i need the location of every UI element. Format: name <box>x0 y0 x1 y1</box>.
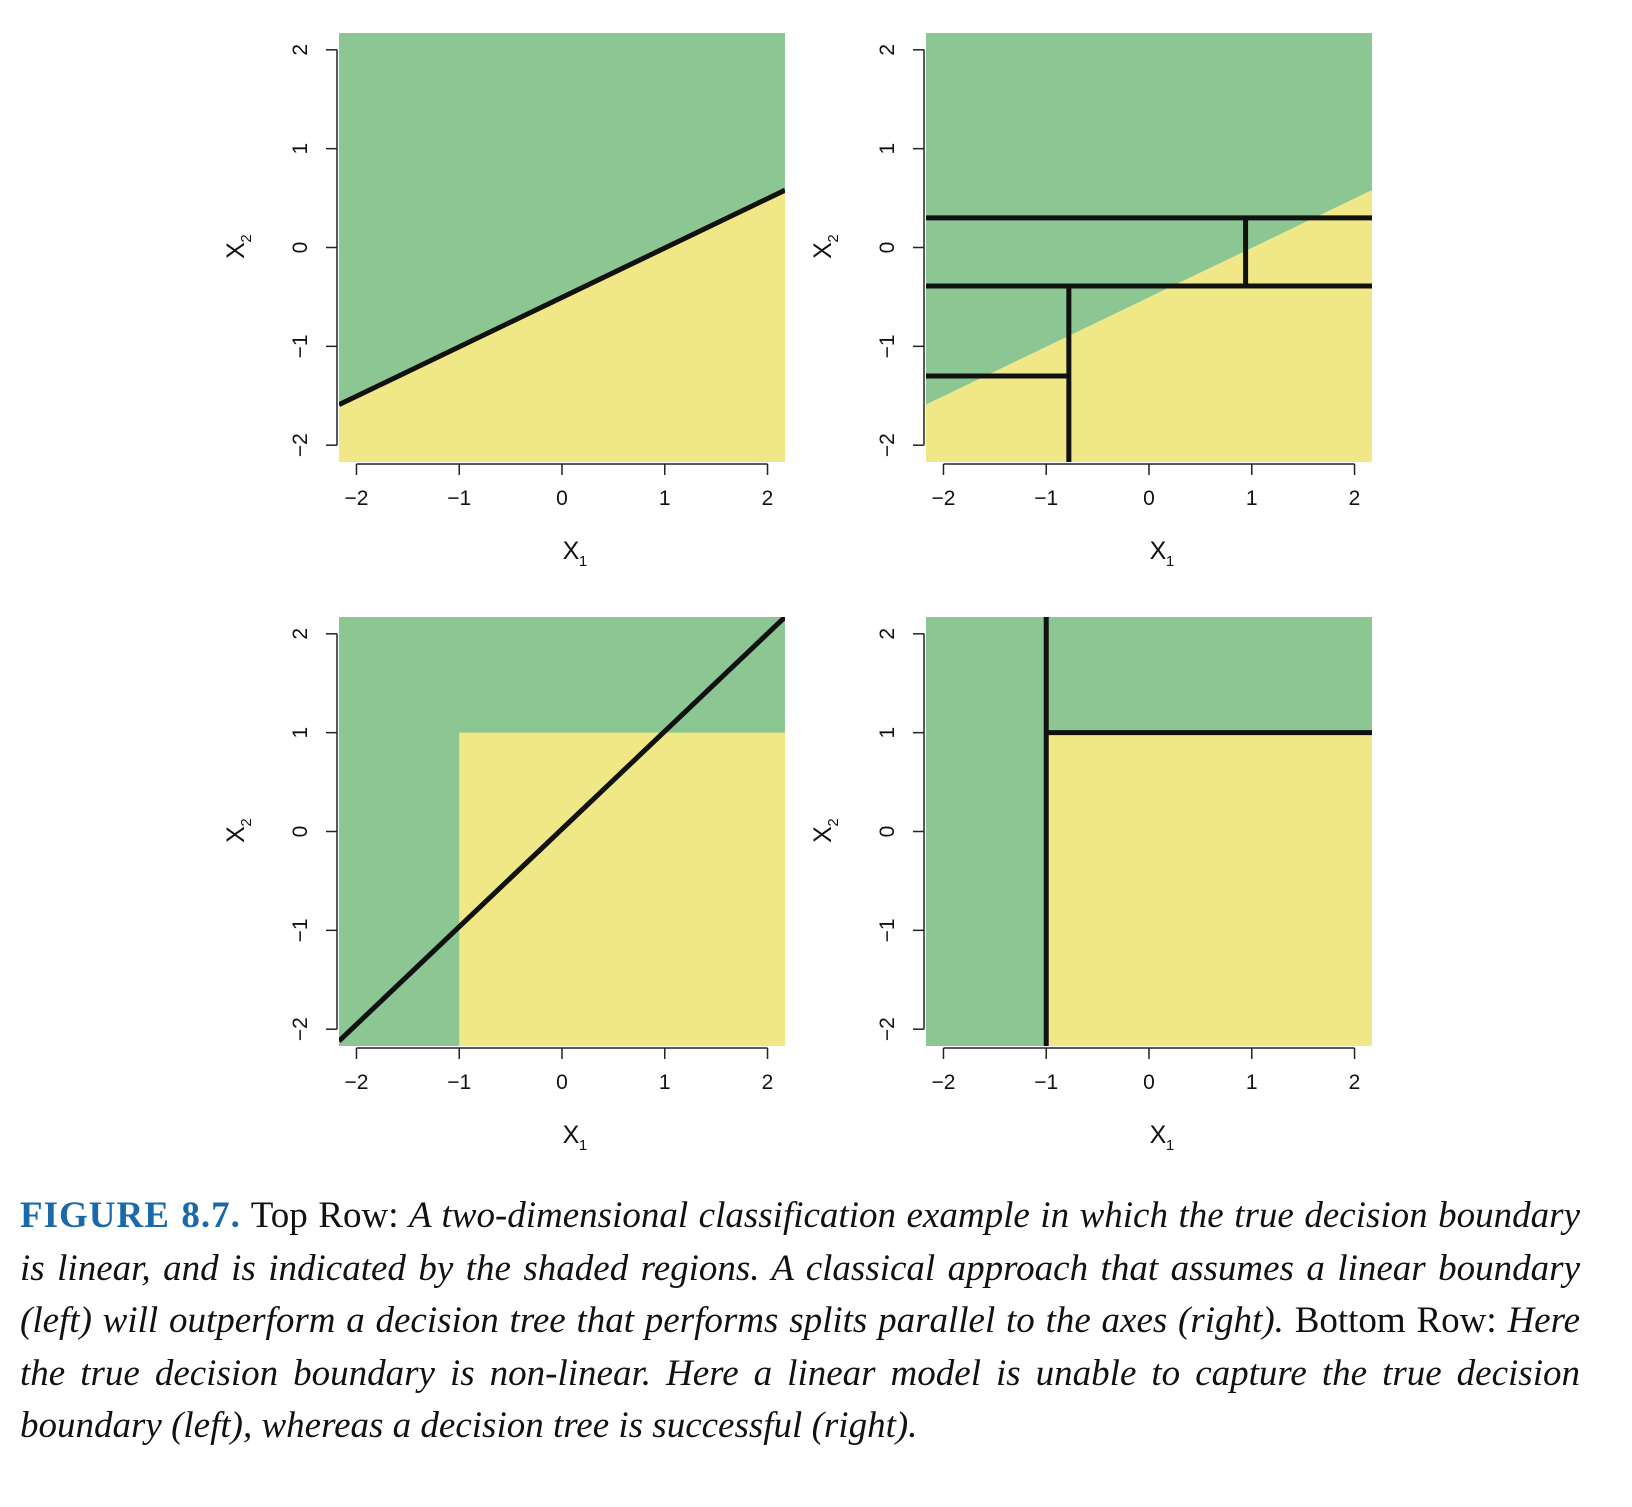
y-tick-label: 1 <box>289 727 312 739</box>
y-axis-label-sub: 2 <box>238 818 255 826</box>
y-tick-label: 1 <box>876 143 899 155</box>
y-axis-label-sub: 2 <box>238 234 255 242</box>
figure-caption: FIGURE 8.7. Top Row: A two-dimensional c… <box>20 1190 1580 1453</box>
figure-label: FIGURE 8.7. <box>20 1195 241 1236</box>
y-axis-label: X <box>222 242 250 259</box>
y-tick-label: 0 <box>289 242 312 254</box>
region-yellow <box>1046 732 1372 1046</box>
x-tick-label: −2 <box>344 1071 368 1094</box>
x-axis-label: X <box>1150 537 1167 565</box>
y-tick-label: 2 <box>876 44 899 56</box>
region-yellow <box>926 190 1372 462</box>
region-green <box>339 33 785 405</box>
x-tick-label: 0 <box>556 1071 568 1094</box>
x-axis-label-sub: 1 <box>579 1137 587 1154</box>
y-axis-label: X <box>222 826 250 843</box>
caption-bottom-row-label: Bottom Row: <box>1294 1300 1497 1341</box>
boundary-line <box>339 187 785 407</box>
y-tick-label: 1 <box>289 143 312 155</box>
x-tick-label: 1 <box>1246 1071 1258 1094</box>
y-tick-label: 0 <box>876 242 899 254</box>
y-tick-label: −1 <box>876 918 899 942</box>
y-tick-label: −1 <box>289 918 312 942</box>
plot-area <box>339 33 785 462</box>
y-tick-label: 2 <box>876 628 899 640</box>
x-tick-label: 1 <box>659 1071 671 1094</box>
y-axis-label: X <box>809 242 837 259</box>
x-axis-label-sub: 1 <box>1166 1137 1174 1154</box>
y-axis-label-sub: 2 <box>825 818 842 826</box>
x-tick-label: −2 <box>931 487 955 510</box>
x-tick-label: −2 <box>344 487 368 510</box>
y-tick-label: 1 <box>876 727 899 739</box>
y-tick-label: 2 <box>289 44 312 56</box>
y-tick-label: −1 <box>876 334 899 358</box>
y-tick-label: −2 <box>289 1017 312 1041</box>
x-tick-label: −1 <box>1034 487 1058 510</box>
x-tick-label: 2 <box>1349 1071 1361 1094</box>
y-tick-label: −2 <box>876 1017 899 1041</box>
region-yellow <box>339 190 785 462</box>
x-tick-label: −1 <box>447 487 471 510</box>
x-axis-label: X <box>563 537 580 565</box>
x-axis-label: X <box>563 1121 580 1149</box>
x-tick-label: 0 <box>1143 1071 1155 1094</box>
plot-area <box>926 617 1372 1046</box>
x-tick-label: 2 <box>762 1071 774 1094</box>
y-tick-label: −1 <box>289 334 312 358</box>
y-tick-label: −2 <box>876 433 899 457</box>
x-tick-label: 1 <box>659 487 671 510</box>
region-yellow <box>459 732 785 1046</box>
y-tick-label: 0 <box>289 826 312 838</box>
x-tick-label: 1 <box>1246 487 1258 510</box>
x-tick-label: 0 <box>1143 487 1155 510</box>
y-tick-label: −2 <box>289 433 312 457</box>
y-tick-label: 2 <box>289 628 312 640</box>
plot-area <box>339 617 785 1046</box>
x-tick-label: −2 <box>931 1071 955 1094</box>
y-axis-label: X <box>809 826 837 843</box>
x-tick-label: 0 <box>556 487 568 510</box>
boundary-line <box>339 617 785 1043</box>
y-axis-label-sub: 2 <box>825 234 842 242</box>
x-tick-label: 2 <box>1349 487 1361 510</box>
plot-area <box>926 33 1372 462</box>
x-tick-label: −1 <box>1034 1071 1058 1094</box>
caption-top-row-text: A two-dimensional classification example… <box>20 1195 1580 1341</box>
caption-top-row-label: Top Row: <box>250 1195 399 1236</box>
x-axis-label-sub: 1 <box>579 553 587 570</box>
x-tick-label: −1 <box>447 1071 471 1094</box>
x-axis-label-sub: 1 <box>1166 553 1174 570</box>
x-tick-label: 2 <box>762 487 774 510</box>
y-tick-label: 0 <box>876 826 899 838</box>
caption-bottom-row-text: Here the true decision boundary is non-l… <box>20 1300 1581 1446</box>
x-axis-label: X <box>1150 1121 1167 1149</box>
